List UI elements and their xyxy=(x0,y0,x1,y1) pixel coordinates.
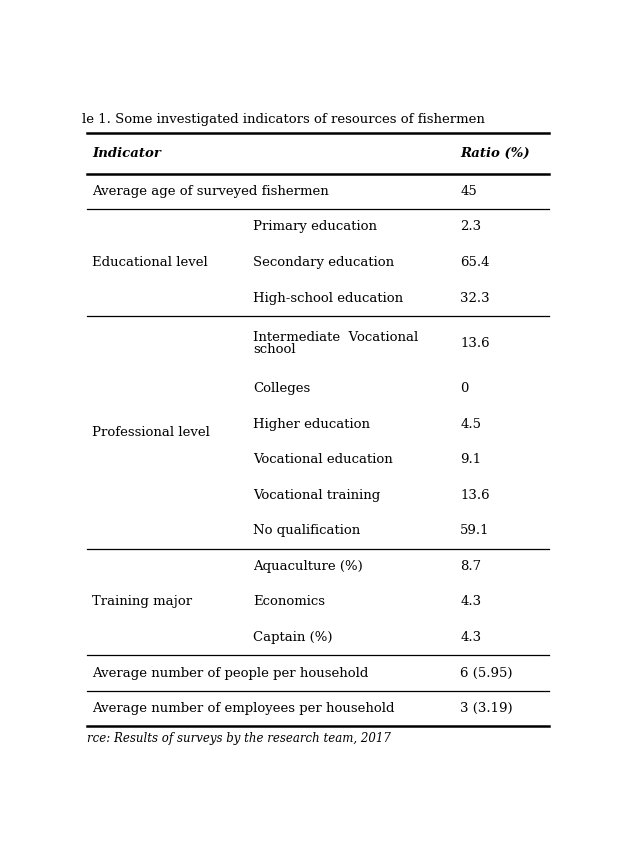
Text: 4.3: 4.3 xyxy=(460,631,481,644)
Text: Average number of people per household: Average number of people per household xyxy=(92,667,368,680)
Text: 45: 45 xyxy=(460,185,477,198)
Text: 8.7: 8.7 xyxy=(460,560,481,572)
Text: Educational level: Educational level xyxy=(92,256,208,269)
Text: 6 (5.95): 6 (5.95) xyxy=(460,667,513,680)
Text: Professional level: Professional level xyxy=(92,426,210,439)
Text: Ratio (%): Ratio (%) xyxy=(460,147,530,159)
Text: school: school xyxy=(253,343,296,356)
Text: Economics: Economics xyxy=(253,596,325,608)
Text: le 1. Some investigated indicators of resources of fishermen: le 1. Some investigated indicators of re… xyxy=(83,113,486,126)
Text: rce: Results of surveys by the research team, 2017: rce: Results of surveys by the research … xyxy=(87,732,391,745)
Text: 0: 0 xyxy=(460,382,469,395)
Text: 3 (3.19): 3 (3.19) xyxy=(460,702,513,715)
Text: Indicator: Indicator xyxy=(92,147,161,159)
Text: Colleges: Colleges xyxy=(253,382,310,395)
Text: Higher education: Higher education xyxy=(253,417,370,430)
Text: 65.4: 65.4 xyxy=(460,256,490,269)
Text: 4.5: 4.5 xyxy=(460,417,481,430)
Text: Training major: Training major xyxy=(92,596,192,608)
Text: 59.1: 59.1 xyxy=(460,524,490,537)
Text: No qualification: No qualification xyxy=(253,524,361,537)
Text: Vocational training: Vocational training xyxy=(253,488,381,501)
Text: Captain (%): Captain (%) xyxy=(253,631,333,644)
Text: 13.6: 13.6 xyxy=(460,337,490,350)
Text: Secondary education: Secondary education xyxy=(253,256,394,269)
Text: 9.1: 9.1 xyxy=(460,453,481,466)
Text: 13.6: 13.6 xyxy=(460,488,490,501)
Text: Aquaculture (%): Aquaculture (%) xyxy=(253,560,363,572)
Text: Vocational education: Vocational education xyxy=(253,453,393,466)
Text: Intermediate  Vocational: Intermediate Vocational xyxy=(253,331,419,344)
Text: 2.3: 2.3 xyxy=(460,220,481,233)
Text: High-school education: High-school education xyxy=(253,291,404,304)
Text: Primary education: Primary education xyxy=(253,220,378,233)
Text: Average age of surveyed fishermen: Average age of surveyed fishermen xyxy=(92,185,329,198)
Text: Average number of employees per household: Average number of employees per househol… xyxy=(92,702,394,715)
Text: 4.3: 4.3 xyxy=(460,596,481,608)
Text: 32.3: 32.3 xyxy=(460,291,490,304)
